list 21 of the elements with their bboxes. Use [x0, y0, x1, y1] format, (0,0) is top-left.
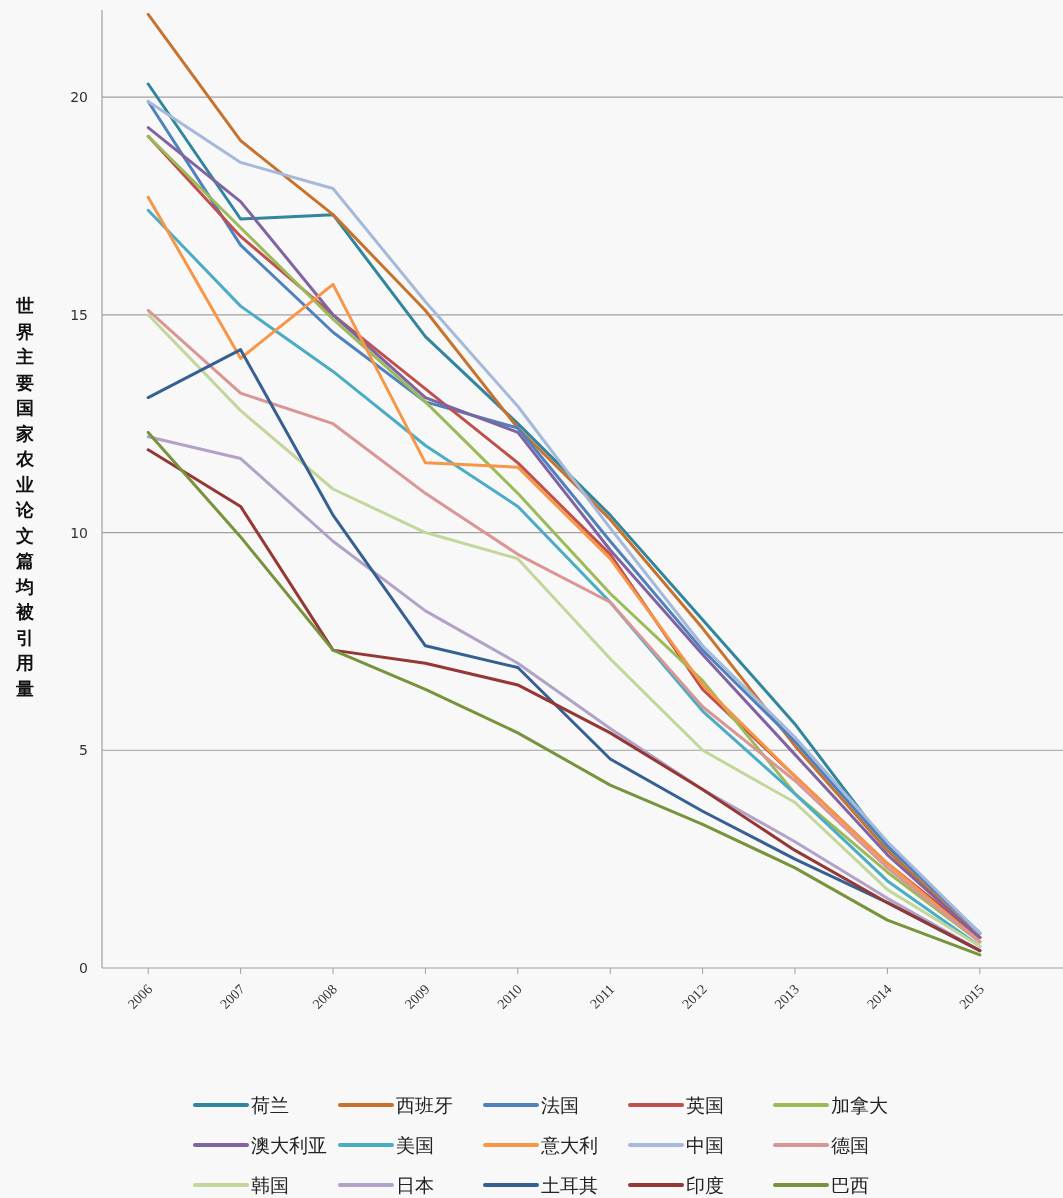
legend-label: 美国	[396, 1134, 434, 1156]
legend-label: 土耳其	[541, 1174, 598, 1196]
legend-label: 日本	[396, 1174, 434, 1196]
legend-label: 德国	[831, 1134, 869, 1156]
y-tick-label: 15	[70, 306, 88, 323]
legend-label: 韩国	[251, 1174, 289, 1196]
legend-label: 西班牙	[396, 1094, 453, 1116]
legend-label: 巴西	[831, 1174, 869, 1196]
text: 世界主要国家农业论文篇均被引用量	[16, 295, 34, 699]
legend-label: 意大利	[540, 1134, 598, 1156]
legend-label: 澳大利亚	[251, 1134, 327, 1156]
legend-label: 印度	[686, 1174, 724, 1196]
legend-label: 法国	[541, 1094, 579, 1116]
legend-label: 加拿大	[831, 1094, 888, 1116]
legend-label: 荷兰	[251, 1094, 289, 1116]
y-tick-label: 10	[70, 524, 88, 541]
legend-label: 中国	[686, 1134, 724, 1156]
y-tick-label: 20	[70, 89, 88, 106]
legend-label: 英国	[686, 1094, 724, 1116]
y-tick-label: 0	[79, 960, 88, 976]
y-tick-label: 5	[79, 742, 88, 759]
